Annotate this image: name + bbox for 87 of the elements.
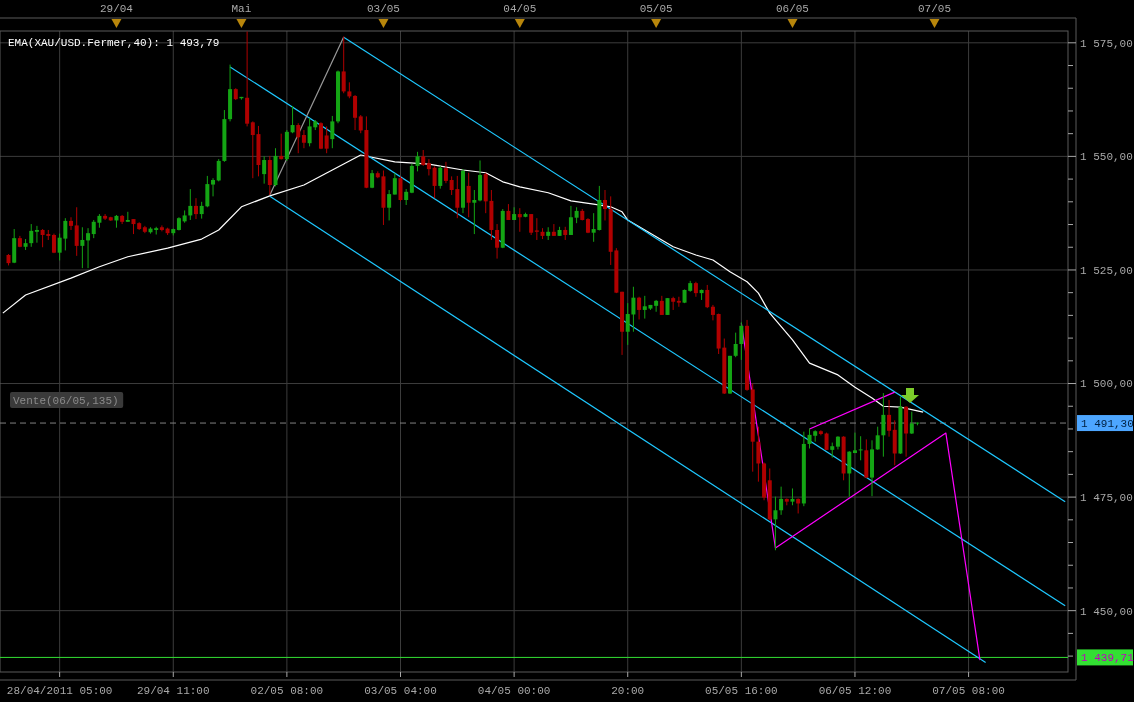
candlestick	[909, 411, 914, 435]
x-tick-label: 28/04/2011 05:00	[6, 685, 113, 697]
candlestick	[438, 165, 443, 190]
candlestick	[341, 35, 346, 94]
x-tick-label: 04/05 00:00	[477, 685, 551, 697]
candlestick	[512, 206, 517, 221]
text: 03/05	[366, 3, 400, 15]
candlestick	[387, 189, 392, 221]
candlestick	[426, 158, 431, 176]
annotation: Vente(06/05,135)	[13, 394, 119, 407]
candlestick	[86, 227, 91, 269]
candlestick	[358, 114, 363, 134]
candlestick	[193, 197, 198, 220]
y-tick-label: 1 575,00	[1080, 37, 1133, 50]
candlestick	[875, 426, 880, 451]
candlestick	[637, 296, 642, 320]
candlestick	[625, 302, 630, 346]
text: 04/05	[503, 3, 537, 15]
x-tick-label: 05/05 16:00	[705, 685, 778, 697]
text: 06/05	[775, 3, 809, 15]
candlestick	[892, 419, 897, 466]
candlestick	[654, 299, 659, 313]
x-tick-label: 29/04 11:00	[136, 685, 210, 697]
candlestick	[551, 223, 556, 237]
text: 05/05	[639, 3, 673, 15]
candlestick	[103, 213, 108, 221]
candlestick	[756, 426, 761, 483]
candlestick	[881, 392, 886, 458]
x-tick-label: 02/05 08:00	[250, 685, 324, 697]
candlestick	[705, 284, 710, 309]
text: 07/05	[917, 3, 952, 15]
candlestick	[443, 161, 448, 184]
candlestick	[296, 122, 301, 154]
candlestick	[290, 105, 295, 134]
candlestick	[517, 207, 522, 233]
candlestick	[659, 295, 664, 316]
candlestick	[34, 225, 39, 244]
candlestick	[353, 94, 358, 131]
candlestick	[534, 217, 539, 241]
candlestick	[773, 496, 778, 551]
candlestick	[472, 189, 477, 235]
candlestick	[858, 435, 863, 461]
candlestick	[69, 216, 74, 231]
candlestick	[495, 223, 500, 260]
text: Mai	[231, 3, 252, 15]
candlestick	[279, 133, 284, 161]
candlestick	[733, 332, 738, 358]
candlestick	[211, 177, 216, 197]
y-tick-label: 1 550,00	[1080, 151, 1133, 164]
y-tick-label: 1 450,00	[1080, 605, 1133, 618]
candlestick	[676, 296, 681, 308]
candlestick	[466, 172, 471, 218]
candlestick	[779, 486, 784, 516]
y-tick-label: 1 500,00	[1080, 378, 1133, 391]
candlestick	[529, 213, 534, 236]
candlestick	[188, 188, 193, 221]
candlestick	[398, 175, 403, 202]
candlestick	[887, 399, 892, 438]
candlestick	[159, 224, 164, 232]
candlestick	[74, 206, 79, 257]
x-tick-label: 06/05 12:00	[818, 685, 892, 697]
candlestick	[216, 158, 221, 182]
candlestick	[262, 155, 267, 185]
candlestick	[603, 189, 608, 221]
candlestick	[739, 321, 744, 361]
candlestick	[631, 286, 636, 333]
candlestick	[301, 129, 306, 149]
ref-line-label: 1 491,30	[1081, 417, 1134, 430]
candlestick	[205, 175, 210, 208]
x-tick-label: 03/05 04:00	[364, 685, 437, 697]
candlestick	[568, 205, 573, 236]
candlestick	[432, 165, 437, 199]
line-series	[2, 154, 924, 413]
candlestick	[324, 125, 329, 154]
candlestick	[415, 151, 420, 172]
candlestick	[847, 450, 852, 498]
text: EMA(XAU/USD.Fermer,40): 1 493,79	[8, 36, 220, 49]
x-tick-label: 20:00	[611, 685, 645, 697]
candlestick	[710, 304, 715, 321]
candlestick	[330, 115, 335, 149]
y-tick-label: 1 525,00	[1080, 264, 1133, 277]
y-tick-label: 1 475,00	[1080, 491, 1133, 504]
candlestick	[80, 226, 85, 269]
text: 29/04	[99, 3, 134, 15]
candlestick	[392, 172, 397, 196]
candlestick	[29, 223, 34, 248]
x-tick-label: 07/05 08:00	[932, 685, 1005, 697]
